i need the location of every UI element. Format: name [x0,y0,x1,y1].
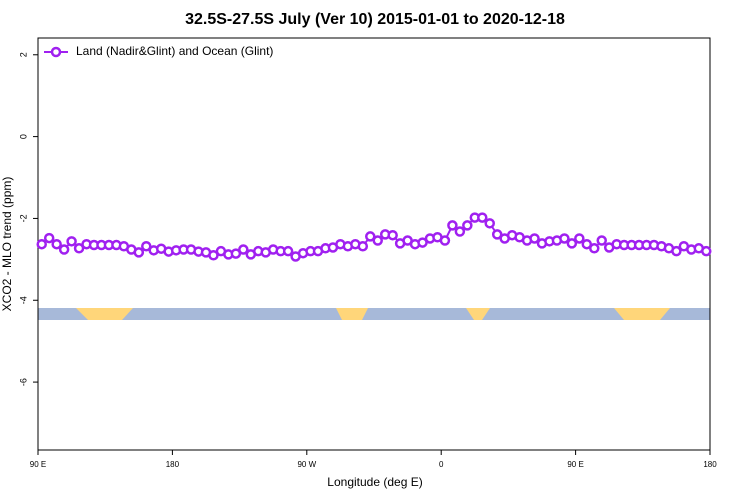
legend-marker [50,46,62,58]
chart-title: 32.5S-27.5S July (Ver 10) 2015-01-01 to … [185,11,565,28]
data-point [454,226,466,237]
data-point [58,244,70,255]
data-point [372,235,383,246]
data-point [596,235,607,246]
y-tick-label: -6 [18,378,28,386]
y-tick-label: -4 [18,296,28,304]
data-point [230,248,242,259]
data-point [133,247,145,258]
legend-label: Land (Nadir&Glint) and Ocean (Glint) [76,44,273,58]
data-point [491,229,503,240]
data-point [701,245,712,257]
data-point [357,241,369,252]
data-point [671,245,682,257]
data-point [282,245,294,257]
data-point [477,212,488,223]
data-point [462,220,473,231]
data-point [529,233,540,244]
x-tick-label: 90 E [567,460,583,469]
x-tick-label: 90 E [30,460,46,469]
data-point [51,238,62,250]
data-point [439,235,451,246]
data-point [73,243,85,254]
data-point [36,238,47,250]
data-point [238,244,249,255]
data-point [566,238,578,249]
data-point [66,236,77,247]
data-point [447,220,458,231]
surface-band [38,308,710,320]
data-point [387,229,398,241]
y-tick-label: 0 [18,134,28,139]
data-point [484,218,495,229]
x-tick-label: 0 [439,460,444,469]
data-point [141,241,152,252]
y-tick-label: -2 [18,214,28,222]
data-point [43,232,55,244]
data-point [365,231,376,242]
x-tick-label: 180 [703,460,717,469]
data-point [559,233,570,244]
y-tick-label: 2 [18,52,28,57]
data-point [581,238,593,250]
y-axis-label: XCO2 - MLO trend (ppm) [0,177,14,312]
x-axis-label: Longitude (deg E) [327,475,422,489]
data-point [208,250,219,261]
data-point [574,233,585,244]
data-point [589,243,600,254]
data-point [417,237,428,248]
x-tick-label: 90 W [297,460,316,469]
x-tick-label: 180 [166,460,180,469]
